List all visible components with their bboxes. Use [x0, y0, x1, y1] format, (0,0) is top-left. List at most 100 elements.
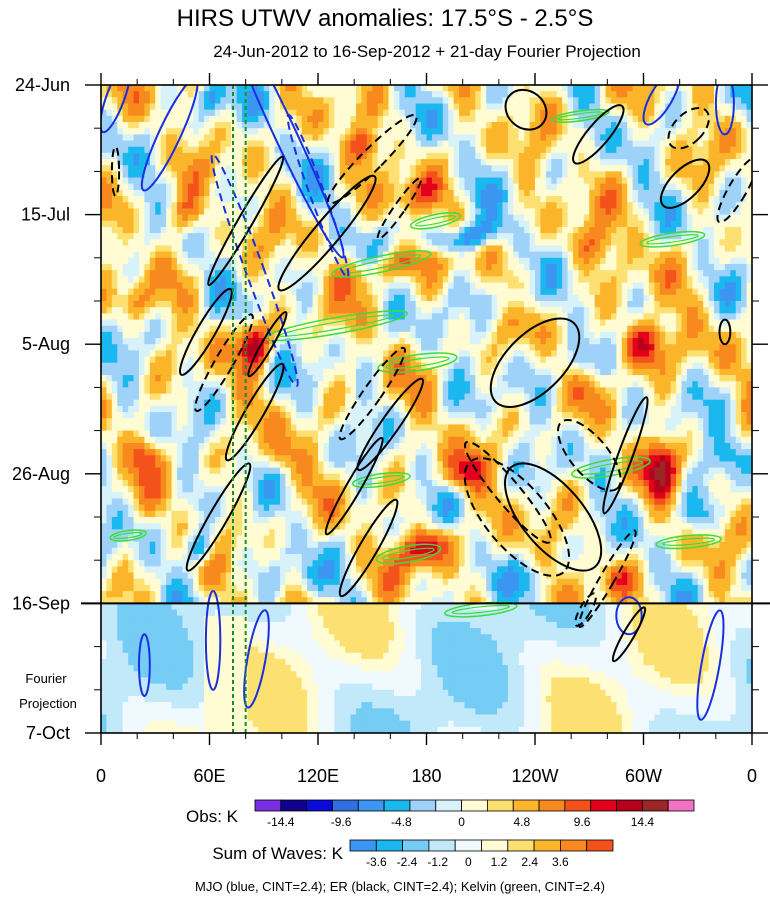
- anomaly-cell: [426, 251, 433, 259]
- anomaly-cell: [388, 202, 395, 210]
- anomaly-cell: [236, 159, 243, 166]
- anomaly-cell: [247, 251, 254, 259]
- anomaly-cell: [345, 257, 352, 265]
- anomaly-cell: [529, 140, 536, 148]
- anomaly-cell: [480, 202, 487, 210]
- anomaly-cell: [383, 276, 390, 284]
- anomaly-cell: [469, 103, 476, 111]
- anomaly-cell: [204, 282, 211, 290]
- anomaly-cell: [486, 220, 493, 228]
- anomaly-cell: [106, 214, 113, 222]
- anomaly-cell: [708, 214, 715, 222]
- anomaly-cell: [318, 177, 325, 185]
- anomaly-cell: [187, 165, 194, 172]
- anomaly-cell: [225, 331, 232, 339]
- anomaly-cell: [269, 319, 276, 327]
- anomaly-cell: [654, 239, 661, 247]
- anomaly-cell: [263, 307, 270, 314]
- anomaly-cell: [659, 214, 666, 222]
- anomaly-cell: [334, 307, 341, 314]
- anomaly-cell: [453, 294, 460, 302]
- anomaly-cell: [448, 202, 455, 210]
- anomaly-cell: [274, 189, 281, 197]
- anomaly-cell: [502, 319, 509, 327]
- anomaly-cell: [290, 294, 297, 302]
- anomaly-cell: [101, 263, 108, 271]
- anomaly-cell: [252, 276, 259, 284]
- anomaly-cell: [285, 128, 292, 135]
- anomaly-cell: [746, 270, 752, 277]
- anomaly-cell: [176, 319, 183, 327]
- anomaly-cell: [285, 282, 292, 290]
- anomaly-cell: [323, 146, 330, 154]
- anomaly-cell: [589, 159, 596, 166]
- anomaly-cell: [269, 214, 276, 222]
- anomaly-cell: [247, 301, 254, 308]
- anomaly-cell: [383, 245, 390, 253]
- anomaly-cell: [431, 202, 438, 210]
- anomaly-cell: [388, 146, 395, 154]
- anomaly-cell: [166, 313, 173, 321]
- anomaly-cell: [236, 140, 243, 148]
- anomaly-cell: [361, 233, 368, 240]
- anomaly-cell: [296, 85, 303, 92]
- anomaly-cell: [193, 251, 200, 259]
- anomaly-cell: [480, 325, 487, 333]
- anomaly-cell: [345, 146, 352, 154]
- anomaly-cell: [133, 152, 140, 160]
- anomaly-cell: [431, 301, 438, 308]
- anomaly-cell: [610, 276, 617, 284]
- anomaly-cell: [155, 146, 162, 154]
- anomaly-cell: [686, 301, 693, 308]
- anomaly-cell: [263, 189, 270, 197]
- anomaly-cell: [214, 276, 221, 284]
- anomaly-cell: [252, 245, 259, 253]
- anomaly-cell: [594, 263, 601, 271]
- anomaly-cell: [133, 282, 140, 290]
- anomaly-cell: [605, 313, 612, 321]
- anomaly-cell: [741, 282, 748, 290]
- anomaly-cell: [171, 177, 178, 185]
- anomaly-cell: [258, 134, 265, 142]
- anomaly-cell: [383, 202, 390, 210]
- anomaly-cell: [138, 214, 145, 222]
- anomaly-cell: [475, 152, 482, 160]
- anomaly-cell: [518, 325, 525, 333]
- anomaly-cell: [383, 165, 390, 172]
- anomaly-cell: [182, 214, 189, 222]
- anomaly-cell: [708, 282, 715, 290]
- anomaly-cell: [415, 307, 422, 314]
- anomaly-cell: [361, 270, 368, 277]
- anomaly-cell: [583, 152, 590, 160]
- anomaly-cell: [540, 196, 547, 203]
- anomaly-cell: [258, 239, 265, 247]
- anomaly-cell: [621, 245, 628, 253]
- anomaly-cell: [372, 282, 379, 290]
- anomaly-cell: [681, 331, 688, 339]
- anomaly-cell: [247, 220, 254, 228]
- anomaly-cell: [491, 128, 498, 135]
- anomaly-cell: [285, 165, 292, 172]
- anomaly-cell: [741, 134, 748, 142]
- anomaly-cell: [491, 196, 498, 203]
- chart-title: HIRS UTWV anomalies: 17.5°S - 2.5°S: [177, 5, 594, 32]
- anomaly-cell: [285, 152, 292, 160]
- anomaly-cell: [583, 301, 590, 308]
- anomaly-cell: [345, 282, 352, 290]
- anomaly-cell: [323, 115, 330, 123]
- anomaly-cell: [399, 319, 406, 327]
- anomaly-cell: [301, 270, 308, 277]
- anomaly-cell: [101, 85, 108, 92]
- anomaly-cell: [448, 196, 455, 203]
- anomaly-cell: [274, 313, 281, 321]
- anomaly-cell: [128, 226, 135, 234]
- anomaly-cell: [269, 122, 276, 129]
- anomaly-cell: [214, 165, 221, 172]
- anomaly-cell: [138, 263, 145, 271]
- anomaly-cell: [290, 270, 297, 277]
- anomaly-cell: [708, 325, 715, 333]
- anomaly-cell: [290, 245, 297, 253]
- anomaly-cell: [187, 270, 194, 277]
- anomaly-cell: [128, 97, 135, 105]
- anomaly-cell: [176, 301, 183, 308]
